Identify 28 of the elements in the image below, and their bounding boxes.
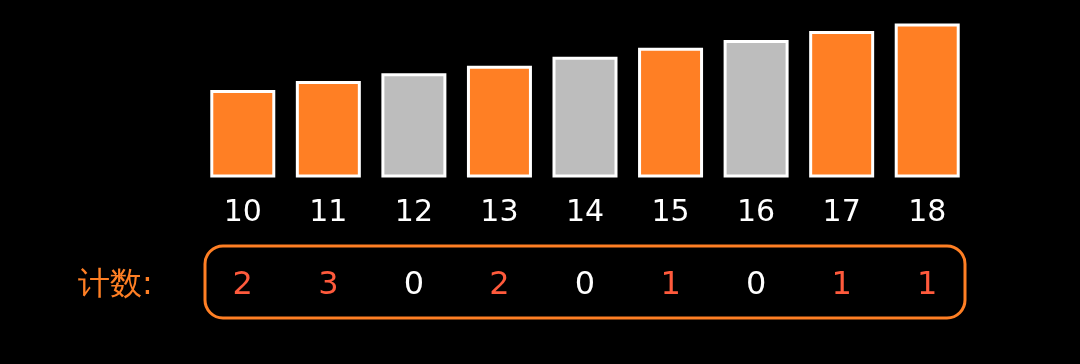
text: 计数: bbox=[78, 264, 153, 302]
text: 2 bbox=[232, 264, 253, 302]
text: 0 bbox=[403, 264, 425, 302]
x-tick-label: 13 bbox=[480, 192, 519, 228]
x-tick-label: 10 bbox=[223, 192, 262, 228]
bar bbox=[466, 65, 532, 178]
x-tick-label: 12 bbox=[394, 192, 433, 228]
bar bbox=[894, 23, 960, 178]
text: 3 bbox=[318, 264, 339, 302]
bar bbox=[638, 47, 704, 178]
bar bbox=[809, 31, 875, 178]
x-tick-label: 11 bbox=[309, 192, 348, 228]
text: 1 bbox=[917, 264, 938, 302]
text: 0 bbox=[745, 264, 767, 302]
text: 1 bbox=[831, 264, 852, 302]
x-tick-label: 18 bbox=[908, 192, 947, 228]
bar bbox=[552, 56, 618, 178]
text: 0 bbox=[574, 264, 596, 302]
x-tick-label: 15 bbox=[651, 192, 690, 228]
bar bbox=[295, 80, 361, 178]
bar bbox=[723, 40, 789, 178]
bar bbox=[381, 73, 447, 178]
x-tick-label: 14 bbox=[565, 192, 605, 228]
x-tick-label: 17 bbox=[822, 192, 861, 228]
text: 2 bbox=[489, 264, 510, 302]
x-tick-label: 16 bbox=[737, 192, 776, 228]
bar bbox=[210, 89, 276, 178]
text: 1 bbox=[660, 264, 681, 302]
